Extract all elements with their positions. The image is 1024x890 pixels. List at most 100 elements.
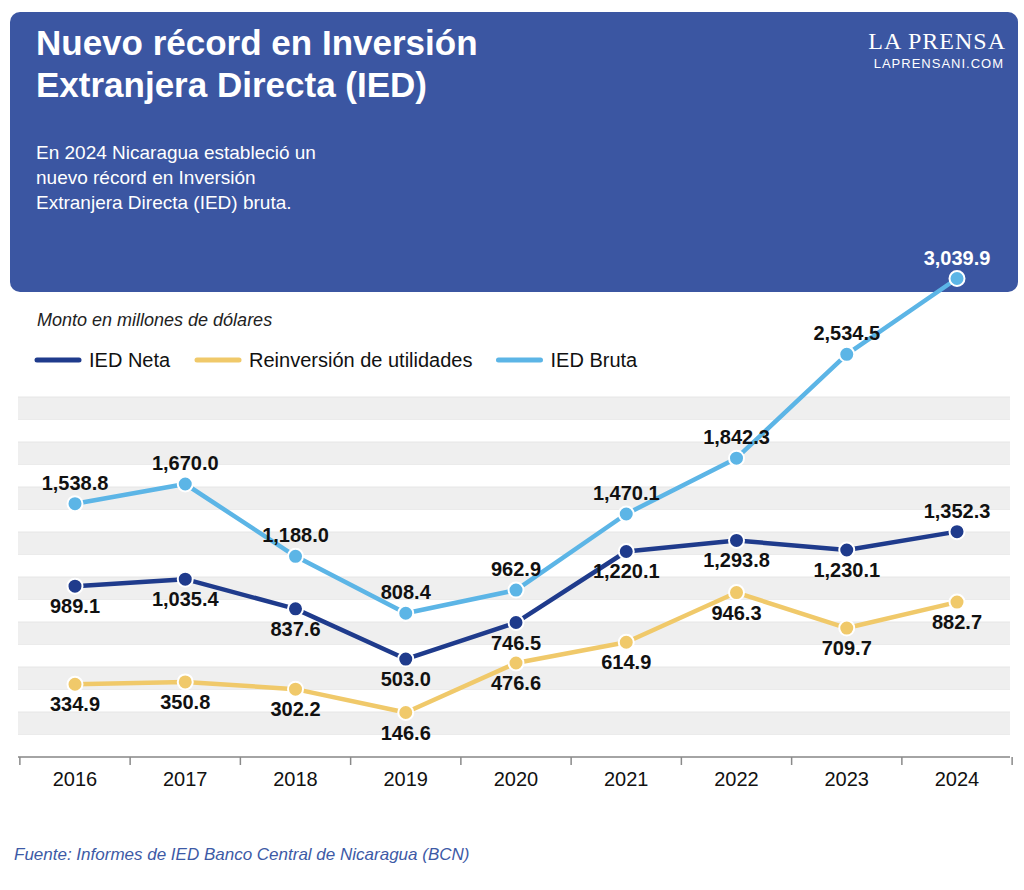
legend-label: IED Neta: [89, 349, 171, 371]
x-tick: [460, 757, 462, 765]
series-marker: [839, 621, 854, 636]
data-labels: 989.1 1,035.4 837.6 503.0 746.5 1,220.1 1,293.…: [42, 247, 991, 744]
data-label: 334.9: [50, 693, 100, 715]
data-label: 882.7: [932, 611, 982, 633]
series-marker: [509, 656, 524, 671]
series-marker: [839, 542, 854, 557]
x-tick: [240, 757, 242, 765]
grid-band: [18, 712, 1010, 735]
series-marker: [68, 579, 83, 594]
header-panel: Nuevo récord en Inversión Extranjera Dir…: [10, 12, 1018, 292]
data-label: 476.6: [491, 672, 541, 694]
series-marker: [619, 635, 634, 650]
x-tick-label: 2022: [714, 768, 759, 790]
chart: 2016 2017 2018 2019 2020 2021 2022 2023 2024 Mont…: [0, 0, 1024, 890]
x-tick: [19, 757, 21, 765]
x-tick-label: 2021: [604, 768, 649, 790]
x-tick-label: 2020: [494, 768, 539, 790]
brand: LA PRENSA: [868, 28, 1006, 55]
source: Fuente: Informes de IED Banco Central de…: [14, 845, 469, 864]
series-marker: [839, 347, 854, 362]
legend-label: Reinversión de utilidades: [249, 349, 472, 371]
x-tick: [350, 757, 352, 765]
data-label: 746.5: [491, 632, 541, 654]
x-tick: [570, 757, 572, 765]
data-label: 146.6: [381, 722, 431, 744]
data-label: 3,039.9: [924, 247, 991, 269]
legend: IED Neta Reinversión de utilidades IED Bru…: [37, 349, 638, 371]
data-label: 614.9: [601, 651, 651, 673]
data-label: 1,842.3: [703, 426, 770, 448]
legend-label: IED Bruta: [550, 349, 638, 371]
marks: [68, 271, 965, 720]
series-marker: [950, 595, 965, 610]
series-line: [75, 279, 957, 614]
data-label: 808.4: [381, 581, 432, 603]
x-tick: [681, 757, 683, 765]
series-marker: [288, 549, 303, 564]
x-tick-label: 2023: [825, 768, 870, 790]
data-label: 1,188.0: [262, 524, 329, 546]
grid-line: [18, 397, 1010, 398]
series-marker: [398, 705, 413, 720]
series-marker: [509, 615, 524, 630]
data-label: 1,230.1: [813, 559, 880, 581]
series-marker: [178, 477, 193, 492]
x-tick-label: 2018: [273, 768, 318, 790]
x-axis: [18, 756, 1010, 758]
data-label: 946.3: [711, 602, 761, 624]
series-marker: [619, 544, 634, 559]
series-marker: [509, 583, 524, 598]
data-label: 1,220.1: [593, 560, 660, 582]
data-label: 302.2: [270, 698, 320, 720]
data-label: 2,534.5: [813, 322, 880, 344]
grid-line: [18, 442, 1010, 443]
series-marker: [178, 572, 193, 587]
data-label: 350.8: [160, 691, 210, 713]
series-marker: [68, 496, 83, 511]
x-tick: [791, 757, 793, 765]
x-tick-label: 2024: [935, 768, 980, 790]
data-label: 837.6: [270, 618, 320, 640]
grid-band: [18, 397, 1010, 420]
series-marker: [729, 585, 744, 600]
data-label: 1,035.4: [152, 588, 220, 610]
series-marker: [178, 674, 193, 689]
data-label: 1,293.8: [703, 549, 770, 571]
grid-line: [18, 757, 1010, 758]
series-marker: [950, 271, 965, 286]
data-label: 1,352.3: [924, 500, 991, 522]
grid-band: [18, 532, 1010, 555]
series-marker: [288, 601, 303, 616]
data-label: 1,670.0: [152, 452, 219, 474]
series-line: [75, 532, 957, 659]
x-tick-label: 2017: [163, 768, 208, 790]
legend-swatch: [498, 358, 540, 363]
data-label: 503.0: [381, 668, 431, 690]
grid-band: [18, 487, 1010, 510]
subtitle: En 2024 Nicaragua estableció un nuevo ré…: [36, 140, 331, 215]
series-marker: [729, 451, 744, 466]
series-marker: [288, 682, 303, 697]
series-line: [75, 593, 957, 713]
x-tick-label: 2019: [384, 768, 429, 790]
data-label: 1,470.1: [593, 482, 660, 504]
grid-line: [18, 532, 1010, 533]
grid: [18, 397, 1010, 757]
series-marker: [398, 652, 413, 667]
x-tick: [1011, 757, 1013, 765]
data-label: 709.7: [822, 637, 872, 659]
y-axis-title: Monto en millones de dólares: [37, 310, 272, 330]
title: Nuevo récord en Inversión Extranjera Dir…: [36, 22, 536, 106]
series-marker: [729, 533, 744, 548]
data-label: 989.1: [50, 595, 100, 617]
legend-swatch: [197, 358, 239, 363]
legend-swatch: [37, 358, 79, 363]
x-tick: [129, 757, 131, 765]
data-label: 1,538.8: [42, 472, 109, 494]
x-tick: [901, 757, 903, 765]
series-marker: [619, 506, 634, 521]
series-marker: [68, 677, 83, 692]
x-tick-label: 2016: [53, 768, 98, 790]
website: LAPRENSANI.COM: [874, 56, 1004, 71]
